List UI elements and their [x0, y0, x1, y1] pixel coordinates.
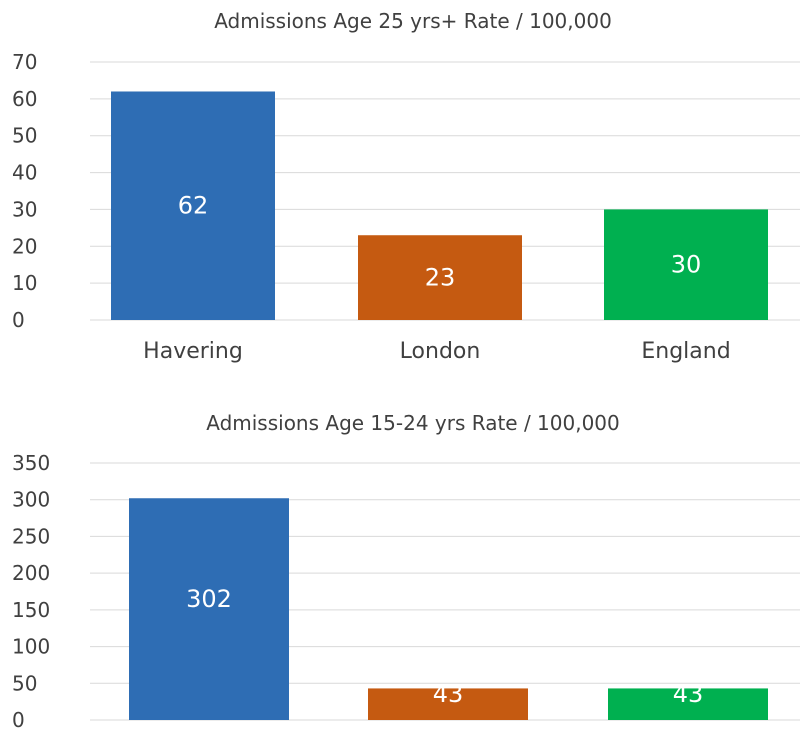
bar: [368, 688, 528, 720]
chart-title: Admissions Age 15-24 yrs Rate / 100,000: [206, 411, 620, 435]
y-tick-label: 30: [12, 197, 37, 221]
y-tick-label: 200: [12, 561, 50, 585]
bar: [129, 498, 289, 720]
chart-25-plus: Admissions Age 25 yrs+ Rate / 100,000 0 1…: [12, 9, 800, 364]
data-label: 30: [671, 251, 702, 279]
y-tick-label: 50: [12, 124, 37, 148]
chart-15-24: Admissions Age 15-24 yrs Rate / 100,000 …: [12, 411, 800, 732]
y-tick-label: 350: [12, 451, 50, 475]
data-label: 23: [425, 264, 456, 292]
data-label: 62: [178, 192, 209, 220]
y-tick-label: 10: [12, 271, 37, 295]
category-label: London: [400, 339, 481, 364]
bar: [604, 209, 768, 320]
bar: [358, 235, 522, 320]
y-tick-label: 0: [12, 308, 25, 332]
y-tick-label: 0: [12, 708, 25, 732]
y-tick-label: 50: [12, 671, 37, 695]
y-tick-label: 300: [12, 488, 50, 512]
y-tick-label: 70: [12, 50, 37, 74]
bar: [608, 688, 768, 720]
chart-title: Admissions Age 25 yrs+ Rate / 100,000: [214, 9, 612, 33]
data-label: 302: [186, 585, 232, 613]
y-tick-label: 60: [12, 87, 37, 111]
y-tick-label: 100: [12, 635, 50, 659]
y-tick-label: 150: [12, 598, 50, 622]
category-label: England: [641, 339, 730, 364]
bar: [111, 91, 275, 320]
category-label: Havering: [143, 339, 243, 364]
data-label: 43: [433, 680, 464, 708]
y-tick-label: 40: [12, 161, 37, 185]
y-tick-label: 250: [12, 524, 50, 548]
data-label: 43: [673, 680, 704, 708]
y-tick-label: 20: [12, 234, 37, 258]
